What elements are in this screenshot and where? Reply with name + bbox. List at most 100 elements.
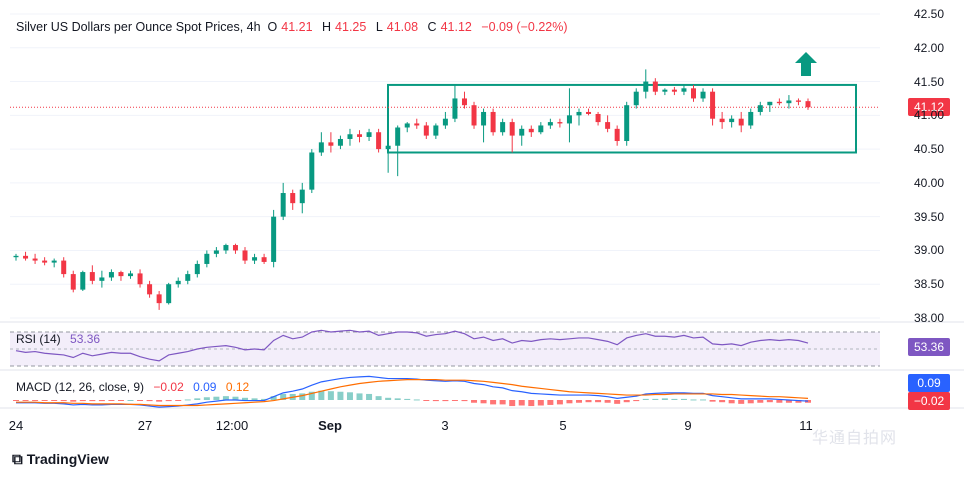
macd-hist-bar — [547, 400, 554, 405]
candle-body — [404, 123, 410, 128]
candle-body — [414, 123, 420, 126]
macd-hist-bar — [41, 400, 48, 401]
candle-body — [89, 272, 95, 281]
macd-hist-bar — [299, 393, 306, 400]
macd-hist-bar — [175, 400, 182, 401]
macd-hist-bar — [222, 396, 229, 400]
candle-body — [481, 111, 487, 126]
macd-hist-bar — [146, 400, 153, 402]
y-axis-label: 40.50 — [913, 142, 944, 157]
rsi-legend[interactable]: RSI (14) 53.36 — [16, 332, 100, 346]
candle-body — [547, 122, 553, 126]
candle-body — [99, 277, 105, 281]
macd-hist-bar — [261, 398, 268, 400]
candle-body — [805, 101, 811, 108]
close-label: C — [427, 20, 437, 34]
macd-hist-bar — [442, 400, 449, 402]
macd-hist-bar — [661, 398, 668, 400]
candle-body — [595, 113, 601, 123]
candle-body — [128, 273, 134, 277]
macd-hist-bar — [776, 400, 783, 403]
candle-body — [719, 118, 725, 123]
candle-body — [232, 245, 238, 251]
candle-body — [643, 81, 649, 92]
candle-body — [748, 111, 754, 126]
y-axis-label: 41.00 — [913, 108, 944, 123]
candle-body — [166, 284, 172, 304]
macd-hist-bar — [32, 400, 39, 401]
macd-hist-bar — [518, 400, 525, 406]
candle-body — [299, 189, 305, 204]
candle-body — [137, 273, 143, 285]
macd-hist-bar — [213, 396, 220, 400]
candle-body — [261, 257, 267, 262]
candle-body — [328, 142, 334, 146]
macd-hist-bar — [413, 399, 420, 401]
macd-hist-bar — [251, 398, 258, 400]
macd-hist-bar — [70, 400, 77, 402]
macd-hist-bar — [604, 400, 611, 403]
macd-hist-bar — [623, 400, 630, 403]
candle-body — [710, 91, 716, 119]
macd-hist-bar — [22, 400, 29, 401]
macd-hist-bar — [432, 400, 439, 402]
x-axis-label: Sep — [318, 418, 342, 433]
macd-hist-bar — [566, 400, 573, 404]
macd-hist-bar — [79, 400, 86, 402]
macd-hist-bar — [633, 400, 640, 402]
macd-hist-bar — [680, 398, 687, 400]
candle-body — [108, 272, 114, 278]
macd-hist-bar — [451, 400, 458, 401]
macd-hist-bar — [785, 400, 792, 403]
y-axis-label: 42.50 — [913, 7, 944, 21]
range-box — [387, 83, 857, 154]
candle-body — [442, 118, 448, 126]
x-axis-label: 27 — [137, 418, 153, 433]
x-axis-label: 3 — [441, 418, 449, 433]
hist-value: 0.12 — [225, 380, 250, 394]
rsi-line — [15, 329, 809, 362]
candle-body — [757, 105, 763, 112]
candle-body — [500, 122, 506, 133]
tradingview-logo[interactable]: ⧉ TradingView — [12, 451, 109, 468]
macd-hist-bar — [757, 400, 764, 403]
candle-body — [452, 98, 458, 119]
macd-hist-bar — [537, 400, 544, 406]
macd-hist-bar — [280, 393, 287, 400]
interval[interactable]: 4h — [246, 20, 261, 34]
low-label: L — [375, 20, 383, 34]
candle-body — [566, 115, 572, 124]
candle-body — [557, 122, 563, 124]
macd-hist-bar — [499, 400, 506, 405]
symbol-title: Silver US Dollars per Ounce Spot Prices — [16, 20, 240, 34]
candle-body — [347, 134, 353, 139]
candle-body — [156, 294, 162, 304]
macd-hist-bar — [156, 400, 163, 402]
macd-legend[interactable]: MACD (12, 26, close, 9) −0.02 0.09 0.12 — [16, 380, 249, 394]
candle-body — [509, 122, 515, 136]
candle-body — [51, 260, 57, 263]
candle-body — [576, 111, 582, 116]
macd-hist-bar — [165, 400, 172, 402]
macd-line — [16, 375, 809, 408]
signal-value: 0.09 — [193, 380, 217, 394]
macd-hist-bar — [366, 393, 373, 400]
candle-body — [423, 125, 429, 136]
x-axis-label: 24 — [8, 418, 24, 433]
candle-body — [118, 272, 124, 277]
candle-body — [461, 98, 467, 106]
macd-hist-bar — [375, 396, 382, 400]
candle-body — [767, 101, 773, 106]
macd-value: −0.02 — [153, 380, 184, 394]
candle-body — [614, 128, 620, 142]
candle-body — [42, 260, 48, 263]
macd-hist-bar — [614, 400, 621, 404]
candle-body — [185, 274, 191, 281]
y-axis-label: 38.50 — [913, 277, 944, 292]
macd-hist-bar — [242, 397, 249, 400]
macd-hist-bar — [709, 400, 716, 402]
macd-value-tag: −0.02 — [908, 392, 950, 410]
macd-hist-bar — [595, 400, 602, 403]
macd-hist-bar — [117, 400, 124, 401]
